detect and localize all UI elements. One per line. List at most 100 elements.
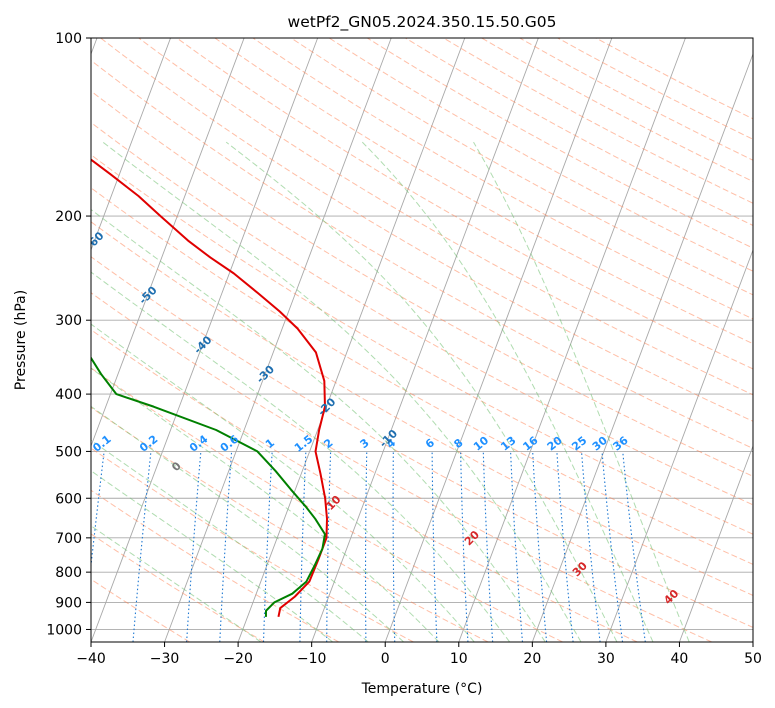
chart-title: wetPf2_GN05.2024.350.15.50.G05 <box>288 13 557 32</box>
dry-adiabat <box>91 406 489 642</box>
dry-adiabat <box>328 38 753 272</box>
dry-adiabat <box>214 38 753 345</box>
moist-adiabat-label: 40 <box>661 587 681 607</box>
reference-line-labels: 0.10.20.40.611.52346810131620253036-100-… <box>30 175 682 607</box>
x-tick-label: 10 <box>450 651 468 667</box>
isotherm-label: -30 <box>254 363 277 386</box>
dry-adiabat <box>100 38 753 422</box>
mixing-ratio-line <box>532 451 548 642</box>
moist-adiabat <box>91 367 440 642</box>
axes: −40 −30 −20 −10 0 10 20 30 40 5010020030040050060… <box>46 31 762 667</box>
dry-adiabat <box>91 187 753 565</box>
dry-adiabat <box>367 38 753 249</box>
mixing-ratio-line <box>580 451 601 642</box>
isotherm-line <box>164 38 392 642</box>
dry-adiabat <box>91 90 753 477</box>
mixing-ratio-line <box>262 451 273 642</box>
x-tick-label: 0 <box>381 651 390 667</box>
moist-adiabat <box>91 208 546 642</box>
x-axis-label: Temperature (°C) <box>361 681 483 697</box>
dry-adiabat <box>91 154 753 535</box>
isotherm-label: -70 <box>30 175 53 198</box>
y-tick-label: 400 <box>55 387 82 403</box>
x-tick-label: −20 <box>223 651 253 667</box>
dry-adiabat <box>138 38 753 396</box>
mixing-ratio-label: 36 <box>611 434 631 454</box>
isotherm-line <box>91 38 319 642</box>
dry-adiabat <box>252 38 753 320</box>
mixing-ratio-line <box>364 451 368 642</box>
mixing-ratio-line <box>186 451 202 642</box>
dewpoint-profile-line <box>91 356 326 617</box>
moist-adiabat <box>102 141 582 642</box>
x-tick-label: 20 <box>523 651 541 667</box>
isotherm-label: -60 <box>83 229 106 252</box>
moist-adiabat <box>473 141 690 642</box>
x-tick-label: −40 <box>76 651 106 667</box>
y-tick-label: 500 <box>55 444 82 460</box>
x-tick-label: 30 <box>597 651 615 667</box>
x-tick-label: −30 <box>150 651 180 667</box>
mixing-ratio-line <box>326 451 332 642</box>
y-tick-label: 900 <box>55 595 82 611</box>
mixing-ratio-line <box>482 451 494 642</box>
isotherm-label: -20 <box>315 395 338 418</box>
y-tick-label: 600 <box>55 491 82 507</box>
isotherm-line <box>458 38 686 642</box>
mixing-ratio-label: 20 <box>545 434 565 454</box>
dry-adiabat <box>91 489 340 642</box>
dry-adiabat <box>91 292 712 642</box>
moist-adiabat <box>91 271 511 642</box>
dry-adiabat <box>91 121 753 506</box>
dry-adiabat <box>557 38 753 140</box>
mixing-ratio-label: 13 <box>498 434 518 454</box>
isotherm-line <box>311 38 539 642</box>
dry-adiabat <box>290 38 753 296</box>
mixing-ratio-line <box>622 451 646 642</box>
mixing-ratio-label: 1 <box>263 436 277 451</box>
y-tick-label: 300 <box>55 313 82 329</box>
dry-adiabat <box>91 256 753 628</box>
dry-adiabat <box>595 38 753 120</box>
moist-adiabat <box>225 141 618 642</box>
mixing-ratio-line <box>460 451 469 642</box>
dry-adiabat <box>481 38 753 183</box>
dry-adiabat <box>519 38 753 161</box>
y-tick-label: 200 <box>55 209 82 225</box>
mixing-ratio-label: 6 <box>423 436 437 451</box>
moist-adiabat <box>91 405 404 642</box>
x-tick-label: 50 <box>744 651 762 667</box>
mixing-ratio-label: 16 <box>520 434 540 454</box>
y-tick-label: 100 <box>55 31 82 47</box>
isotherm-line <box>679 444 753 642</box>
y-tick-label: 1000 <box>46 622 82 638</box>
isotherm-line <box>531 52 753 642</box>
mixing-ratio-label: 10 <box>471 434 491 454</box>
moist-adiabat-label: 0 <box>169 459 184 474</box>
mixing-ratio-label: 30 <box>590 434 610 454</box>
background-reference-lines <box>91 38 753 642</box>
isotherm-label: -40 <box>191 333 214 356</box>
moist-adiabat <box>361 141 654 642</box>
x-tick-label: −10 <box>297 651 327 667</box>
dry-adiabat <box>91 533 265 642</box>
dry-adiabat <box>91 221 753 596</box>
isotherm-line <box>752 640 753 642</box>
mixing-ratio-line <box>91 451 105 571</box>
moist-adiabat-label: 30 <box>570 559 590 579</box>
temperature-profile-line <box>91 158 328 618</box>
isotherm-line <box>91 38 171 252</box>
isotherm-line <box>605 248 753 642</box>
moist-adiabat-label: 20 <box>462 528 482 548</box>
dry-adiabat <box>176 38 753 370</box>
dry-adiabat <box>91 59 753 449</box>
isotherm-line <box>237 38 466 642</box>
y-axis-label: Pressure (hPa) <box>13 290 29 390</box>
mixing-ratio-line <box>392 451 396 642</box>
mixing-ratio-label: 3 <box>358 436 372 451</box>
x-tick-label: 40 <box>671 651 689 667</box>
moist-adiabat <box>91 470 334 642</box>
isotherm-line <box>91 38 245 448</box>
dry-adiabat <box>91 367 563 642</box>
